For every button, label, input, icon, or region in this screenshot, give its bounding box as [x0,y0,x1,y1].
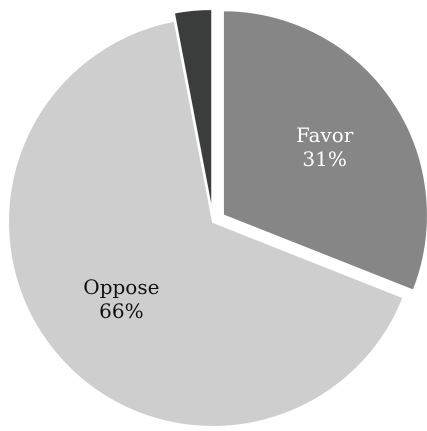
label-oppose-name: Oppose [83,275,159,299]
label-oppose: Oppose 66% [83,275,159,323]
slice-oppose [7,19,405,428]
slice-favor [221,9,427,293]
label-favor: Favor 31% [296,123,354,171]
label-favor-name: Favor [296,123,354,147]
slice-other [172,8,214,215]
label-oppose-pct: 66% [99,299,143,323]
label-favor-pct: 31% [302,147,346,171]
